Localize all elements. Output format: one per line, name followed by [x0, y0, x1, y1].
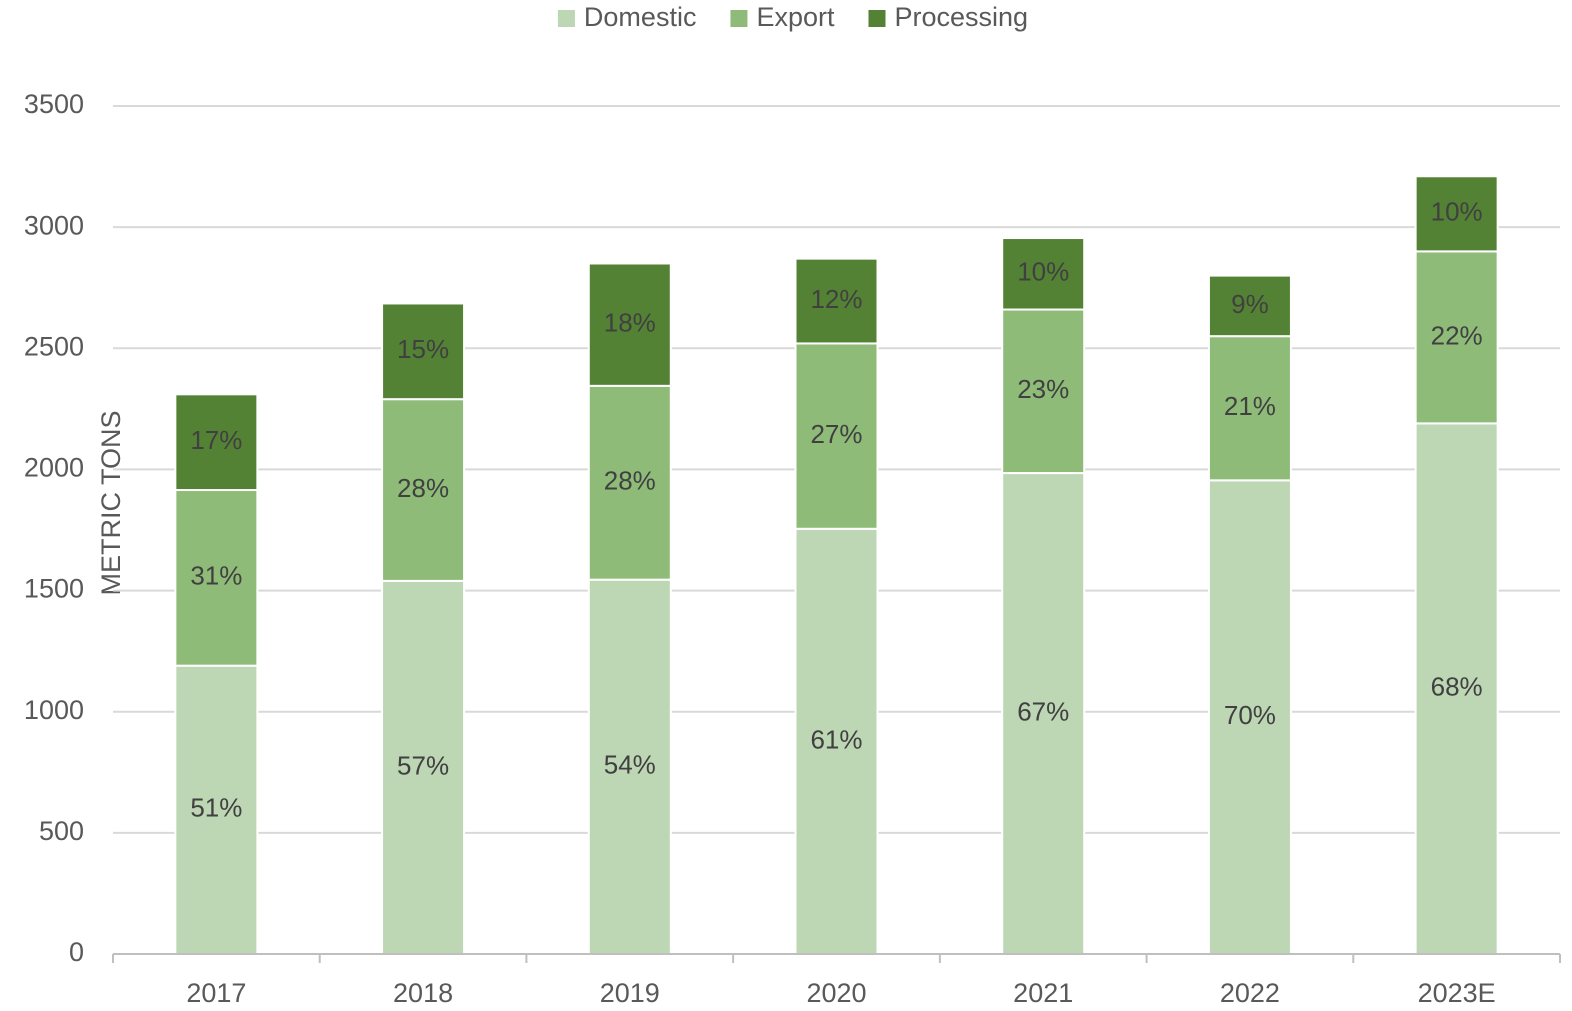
bar-segment	[1001, 237, 1086, 311]
x-tick-label: 2019	[600, 978, 660, 1008]
bar-segment	[794, 527, 879, 955]
data-label: 51%	[190, 793, 242, 823]
bar-segment	[794, 342, 879, 530]
y-tick-label: 1000	[24, 695, 84, 725]
y-tick-label: 1500	[24, 574, 84, 604]
bar-segment	[1414, 250, 1499, 425]
data-label: 61%	[810, 724, 862, 754]
data-label: 12%	[810, 284, 862, 314]
y-tick-label: 3000	[24, 210, 84, 240]
bar-segment	[1001, 472, 1086, 955]
x-tick-label: 2022	[1220, 978, 1280, 1008]
x-tick-label: 2020	[806, 978, 866, 1008]
legend-label: Domestic	[584, 2, 697, 32]
data-label: 27%	[810, 419, 862, 449]
x-tick-label: 2018	[393, 978, 453, 1008]
legend-swatch	[868, 10, 886, 27]
data-label: 9%	[1231, 289, 1269, 319]
data-label: 68%	[1431, 672, 1483, 702]
bar-segment	[174, 489, 259, 667]
data-label: 10%	[1431, 197, 1483, 227]
y-axis-label: METRIC TONS	[96, 410, 126, 595]
legend-label: Export	[756, 2, 835, 32]
data-label: 70%	[1224, 700, 1276, 730]
x-tick-label: 2017	[186, 978, 246, 1008]
data-label: 31%	[190, 561, 242, 591]
data-label: 28%	[397, 473, 449, 503]
y-tick-label: 3500	[24, 89, 84, 119]
y-tick-label: 2000	[24, 453, 84, 483]
legend-swatch	[557, 10, 575, 27]
data-label: 17%	[190, 425, 242, 455]
data-label: 18%	[604, 308, 656, 338]
data-label: 15%	[397, 334, 449, 364]
bar-segment	[1001, 308, 1086, 475]
y-tick-label: 0	[69, 937, 84, 967]
bar-segment	[1207, 479, 1292, 955]
y-tick-label: 2500	[24, 331, 84, 361]
bar-segment	[381, 579, 466, 955]
bar-segment	[587, 578, 672, 955]
bar-segment	[587, 262, 672, 387]
bar-segment	[794, 257, 879, 345]
bar-segment	[381, 302, 466, 401]
legend-swatch	[730, 10, 748, 27]
bar-segment	[587, 384, 672, 581]
data-label: 23%	[1017, 374, 1069, 404]
data-label: 67%	[1017, 696, 1069, 726]
bar-segment	[1414, 422, 1499, 955]
data-label: 57%	[397, 750, 449, 780]
bar-segment	[1207, 274, 1292, 338]
bar-segment	[1207, 335, 1292, 482]
y-tick-label: 500	[39, 816, 84, 846]
data-label: 21%	[1224, 391, 1276, 421]
legend-label: Processing	[895, 2, 1029, 32]
data-label: 22%	[1431, 320, 1483, 350]
x-tick-label: 2023E	[1418, 978, 1496, 1008]
x-tick-label: 2021	[1013, 978, 1073, 1008]
bar-segment	[1414, 175, 1499, 253]
data-label: 10%	[1017, 257, 1069, 287]
data-label: 54%	[604, 750, 656, 780]
data-label: 28%	[604, 466, 656, 496]
bar-segment	[174, 393, 259, 492]
bar-segment	[381, 398, 466, 582]
